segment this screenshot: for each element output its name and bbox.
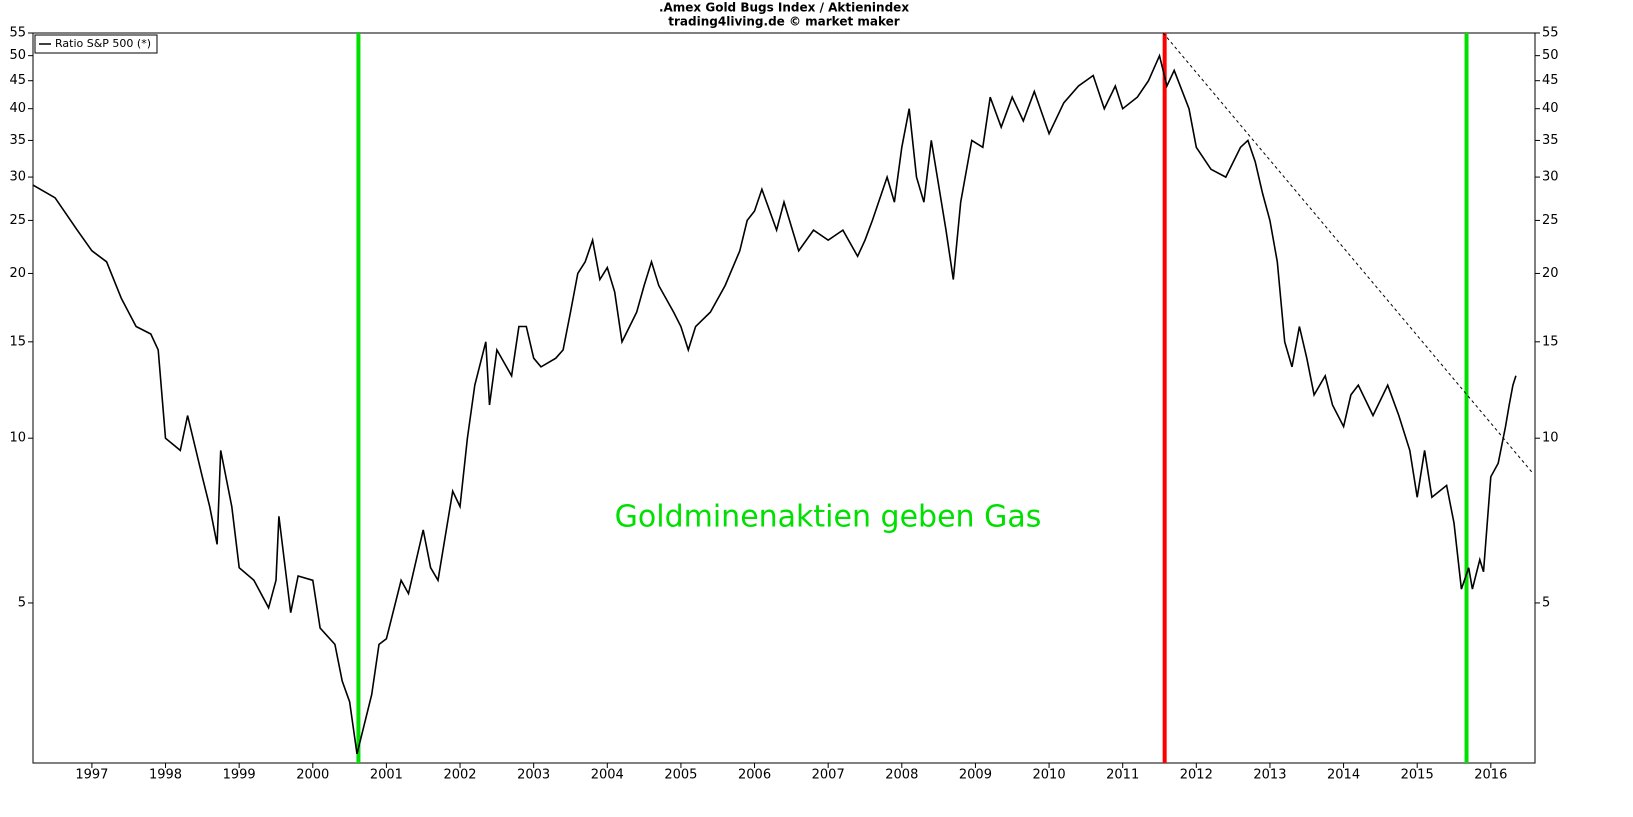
x-tick-label: 2000 — [296, 768, 329, 783]
x-tick-label: 2004 — [591, 768, 624, 783]
y2-tick-label: 40 — [1542, 101, 1559, 116]
x-tick-label: 2012 — [1180, 768, 1213, 783]
x-tick-label: 1999 — [223, 768, 256, 783]
x-tick-label: 2011 — [1106, 768, 1139, 783]
y-tick-label: 10 — [9, 431, 26, 446]
y-tick-label: 50 — [9, 48, 26, 63]
y2-tick-label: 5 — [1542, 595, 1550, 610]
x-tick-label: 1998 — [149, 768, 182, 783]
y2-tick-label: 30 — [1542, 170, 1559, 185]
y2-tick-label: 55 — [1542, 26, 1559, 41]
x-tick-label: 2009 — [959, 768, 992, 783]
y2-tick-label: 50 — [1542, 48, 1559, 63]
chart-subtitle: trading4living.de © market maker — [668, 15, 900, 29]
x-tick-label: 2008 — [885, 768, 918, 783]
x-tick-label: 2016 — [1474, 768, 1507, 783]
y-tick-label: 25 — [9, 213, 26, 228]
x-tick-label: 2006 — [738, 768, 771, 783]
x-tick-label: 2014 — [1327, 768, 1360, 783]
x-tick-label: 1997 — [75, 768, 108, 783]
y2-tick-label: 20 — [1542, 266, 1559, 281]
x-tick-label: 2002 — [443, 768, 476, 783]
y-tick-label: 20 — [9, 266, 26, 281]
y-tick-label: 45 — [9, 73, 26, 88]
chart-title: .Amex Gold Bugs Index / Aktienindex — [659, 1, 909, 15]
y-tick-label: 40 — [9, 101, 26, 116]
y2-tick-label: 25 — [1542, 213, 1559, 228]
x-tick-label: 2010 — [1033, 768, 1066, 783]
y2-tick-label: 15 — [1542, 334, 1559, 349]
legend-label: Ratio S&P 500 (*) — [55, 37, 151, 50]
legend-box — [34, 34, 158, 54]
y2-tick-label: 10 — [1542, 431, 1559, 446]
y-tick-label: 5 — [18, 595, 26, 610]
y-tick-label: 55 — [9, 26, 26, 41]
x-tick-label: 2007 — [812, 768, 845, 783]
plot-frame — [32, 32, 1536, 764]
y-tick-label: 35 — [9, 133, 26, 148]
y2-tick-label: 45 — [1542, 73, 1559, 88]
x-tick-label: 2003 — [517, 768, 550, 783]
annotation: Goldminenaktien geben Gas — [615, 500, 1042, 535]
y-tick-label: 30 — [9, 170, 26, 185]
x-tick-label: 2013 — [1253, 768, 1286, 783]
y2-tick-label: 35 — [1542, 133, 1559, 148]
y-tick-label: 15 — [9, 334, 26, 349]
x-tick-label: 2015 — [1401, 768, 1434, 783]
x-tick-label: 2001 — [370, 768, 403, 783]
x-tick-label: 2005 — [664, 768, 697, 783]
data-line — [32, 53, 1517, 755]
